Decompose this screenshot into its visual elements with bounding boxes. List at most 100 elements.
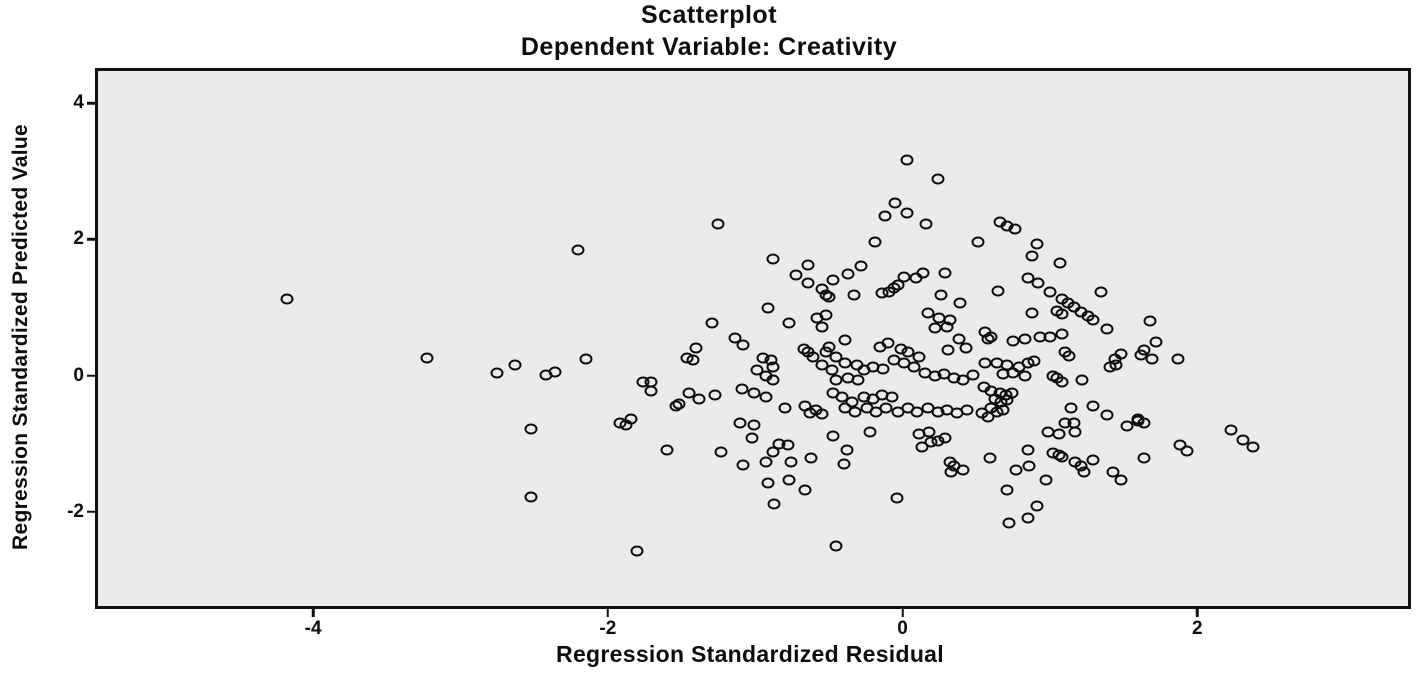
data-point [931, 173, 945, 185]
x-tick-mark [311, 609, 315, 617]
data-point [761, 302, 775, 314]
data-point [636, 376, 650, 388]
data-point [420, 352, 434, 364]
data-point [840, 444, 854, 456]
data-point [1030, 238, 1044, 250]
data-point [1062, 350, 1076, 362]
data-point [767, 498, 781, 510]
data-point [815, 321, 829, 333]
data-point [682, 387, 696, 399]
data-point [854, 260, 868, 272]
data-point [841, 268, 855, 280]
data-point [863, 426, 877, 438]
y-tick-label: 4 [73, 92, 84, 114]
data-point [1149, 336, 1163, 348]
y-tick-mark [87, 101, 95, 105]
data-point [921, 307, 935, 319]
data-point [1171, 353, 1185, 365]
data-point [1143, 315, 1157, 327]
y-tick-mark [87, 238, 95, 241]
data-point [789, 269, 803, 281]
data-point [848, 406, 862, 418]
data-point [798, 484, 812, 496]
data-point [736, 339, 750, 351]
y-tick-label: -2 [67, 500, 84, 522]
data-point [991, 285, 1005, 297]
data-point [1025, 307, 1039, 319]
data-point [711, 218, 725, 230]
data-point [784, 456, 798, 468]
chart-title: Scatterplot [640, 1, 778, 29]
data-point [782, 317, 796, 329]
y-tick-mark [87, 374, 95, 377]
data-point [733, 417, 747, 429]
data-point [956, 374, 970, 386]
data-point [782, 474, 796, 486]
data-point [887, 282, 901, 294]
data-point [778, 402, 792, 414]
data-point [1031, 277, 1045, 289]
data-point [1077, 466, 1091, 478]
data-point [1002, 517, 1016, 529]
chart-subtitle: Dependent Variable: Creativity [520, 33, 898, 61]
data-point [1025, 250, 1039, 262]
data-point [1100, 323, 1114, 335]
data-point [524, 491, 538, 503]
data-point [1224, 424, 1238, 436]
data-point [619, 419, 633, 431]
data-point [705, 317, 719, 329]
data-point [1246, 441, 1260, 453]
x-axis-label: Regression Standardized Residual [556, 641, 944, 667]
data-point [983, 452, 996, 464]
data-point [761, 477, 775, 489]
data-point [916, 267, 930, 279]
data-point [959, 342, 973, 354]
data-point [1086, 454, 1100, 466]
data-point [928, 322, 942, 334]
data-point [728, 332, 742, 344]
data-point [1000, 484, 1014, 496]
data-point [851, 374, 865, 386]
data-point [747, 419, 761, 431]
data-point [579, 353, 593, 365]
data-point [819, 309, 833, 321]
data-point [878, 210, 892, 222]
data-point [781, 439, 795, 451]
data-point [1009, 464, 1023, 476]
data-point [826, 430, 840, 442]
data-point [888, 197, 902, 209]
data-point [736, 459, 750, 471]
data-point [934, 289, 948, 301]
data-point [1109, 359, 1123, 371]
x-tick-label: 0 [897, 618, 908, 639]
data-point [829, 374, 843, 386]
data-point [1120, 420, 1134, 432]
data-point [822, 291, 836, 303]
data-point [490, 367, 504, 379]
data-point [919, 218, 933, 230]
y-axis-label: Regression Standardized Predicted Value [9, 124, 32, 550]
data-point [1055, 328, 1069, 340]
x-tick-label: -4 [304, 618, 322, 639]
data-point [1021, 444, 1035, 456]
data-point [1114, 474, 1128, 486]
x-tick-label: -2 [599, 618, 617, 639]
data-point [826, 274, 840, 286]
data-point [1018, 370, 1032, 382]
data-point [750, 364, 764, 375]
data-point [900, 154, 914, 166]
scatter-plot-area: -4 -2 0 2 4 2 0 -2 [67, 68, 1411, 639]
data-point [571, 244, 585, 256]
data-point [944, 466, 958, 478]
data-point [714, 446, 728, 458]
data-point [1021, 512, 1035, 524]
data-point [900, 207, 914, 219]
data-point [766, 253, 780, 265]
data-point [280, 293, 294, 305]
data-point [996, 368, 1010, 380]
data-point [845, 396, 859, 408]
data-point [1100, 409, 1114, 421]
data-point [868, 236, 882, 248]
data-point [759, 391, 773, 403]
